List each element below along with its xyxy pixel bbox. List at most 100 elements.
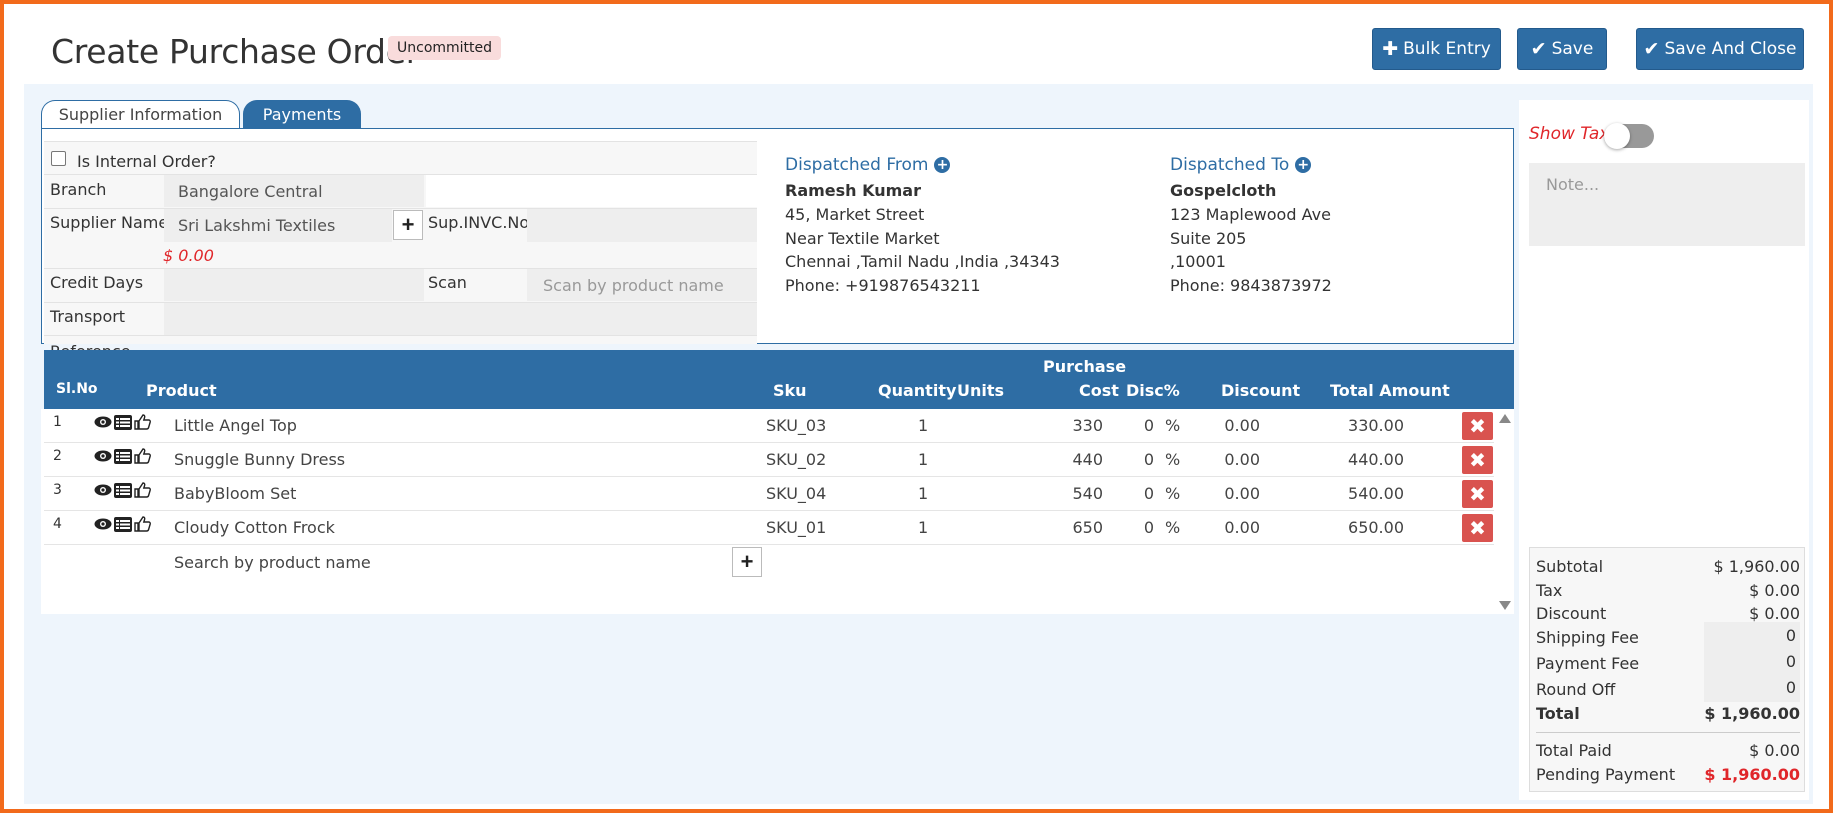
close-icon: ✖ (1469, 517, 1486, 540)
eye-icon[interactable] (94, 449, 112, 463)
row-quantity[interactable]: 1 (918, 518, 929, 537)
tax-row: Tax $ 0.00 (1536, 581, 1800, 600)
eye-icon[interactable] (94, 517, 112, 531)
payment-fee-input[interactable]: 0 (1704, 648, 1800, 676)
row-discount[interactable]: 0.00 (1224, 484, 1260, 503)
checkmark-icon: ✔ (1530, 38, 1547, 60)
row-quantity[interactable]: 1 (918, 416, 929, 435)
branch-field[interactable]: Bangalore Central (164, 175, 424, 207)
dispatched-to-line2: Suite 205 (1170, 229, 1247, 248)
thumbs-up-icon[interactable] (134, 516, 152, 532)
divider (44, 141, 757, 142)
row-product[interactable]: Little Angel Top (174, 416, 297, 435)
col-sku: Sku (773, 381, 807, 400)
credit-days-field[interactable] (164, 269, 424, 301)
dispatched-from-line3: Chennai ,Tamil Nadu ,India ,34343 (785, 252, 1060, 271)
row-product[interactable]: BabyBloom Set (174, 484, 297, 503)
dispatched-from-line2: Near Textile Market (785, 229, 940, 248)
dispatched-to-heading[interactable]: Dispatched To + (1170, 155, 1312, 175)
scan-input[interactable]: Scan by product name (527, 269, 757, 301)
list-icon[interactable] (114, 516, 132, 532)
tab-payments[interactable]: Payments (243, 100, 361, 128)
add-supplier-button[interactable]: + (393, 210, 423, 240)
row-total: 440.00 (1348, 450, 1404, 469)
row-cost[interactable]: 330 (1072, 416, 1103, 435)
row-discount[interactable]: 0.00 (1224, 416, 1260, 435)
divider (44, 302, 757, 303)
row-disc-pct[interactable]: 0 (1143, 518, 1154, 537)
row-pct-sign: % (1165, 518, 1181, 537)
totals-summary: Subtotal $ 1,960.00 Tax $ 0.00 Discount … (1529, 547, 1805, 792)
row-quantity[interactable]: 1 (918, 450, 929, 469)
tab-supplier-information[interactable]: Supplier Information (41, 100, 240, 128)
dispatched-from-title: Dispatched From (785, 155, 929, 175)
col-purchase-cost-bottom: Cost (1079, 381, 1119, 400)
table-row: 2 Snuggle Bunny Dress SKU_02 1 440 0 % 0… (44, 443, 1494, 477)
product-search-input[interactable]: Search by product name (174, 553, 371, 572)
discount-value: $ 0.00 (1749, 604, 1800, 623)
thumbs-up-icon[interactable] (134, 448, 152, 464)
total-value: $ 1,960.00 (1704, 704, 1800, 723)
col-product: Product (146, 381, 217, 400)
shipping-fee-input[interactable]: 0 (1704, 622, 1800, 650)
save-label: Save (1551, 39, 1594, 59)
row-discount[interactable]: 0.00 (1224, 518, 1260, 537)
bulk-entry-button[interactable]: ✚ Bulk Entry (1372, 28, 1501, 70)
transport-field[interactable] (164, 303, 757, 335)
internal-order-label: Is Internal Order? (77, 152, 216, 171)
row-cost[interactable]: 540 (1072, 484, 1103, 503)
show-tax-label: Show Tax (1529, 124, 1610, 144)
dispatched-from-phone: Phone: +919876543211 (785, 276, 981, 295)
sup-invc-label: Sup.INVC.No (428, 213, 530, 232)
note-field[interactable] (1529, 163, 1805, 246)
save-and-close-button[interactable]: ✔ Save And Close (1636, 28, 1804, 70)
divider (44, 335, 757, 336)
row-cost[interactable]: 440 (1072, 450, 1103, 469)
list-icon[interactable] (114, 414, 132, 430)
show-tax-toggle[interactable] (1604, 123, 1654, 149)
sup-invc-field[interactable] (527, 209, 757, 242)
row-product[interactable]: Snuggle Bunny Dress (174, 450, 346, 469)
add-product-button[interactable]: + (732, 547, 762, 577)
save-button[interactable]: ✔ Save (1517, 28, 1607, 70)
shipping-fee-row: Shipping Fee 0 (1536, 622, 1800, 650)
supplier-name-field[interactable]: Sri Lakshmi Textiles (164, 209, 392, 242)
table-row: 1 Little Angel Top SKU_03 1 330 0 % 0.00… (44, 409, 1494, 443)
row-actions (94, 414, 152, 430)
row-cost[interactable]: 650 (1072, 518, 1103, 537)
scroll-up-arrow-icon[interactable] (1499, 414, 1511, 423)
scroll-down-arrow-icon[interactable] (1499, 601, 1511, 610)
checkmark-icon: ✔ (1643, 38, 1660, 60)
round-off-input[interactable]: 0 (1704, 674, 1800, 702)
credit-days-label: Credit Days (50, 273, 144, 292)
reference-label: Reference (50, 342, 131, 350)
status-badge: Uncommitted (388, 36, 502, 60)
delete-row-button[interactable]: ✖ (1462, 514, 1493, 542)
delete-row-button[interactable]: ✖ (1462, 446, 1493, 474)
delete-row-button[interactable]: ✖ (1462, 412, 1493, 440)
row-sl-no: 2 (53, 448, 62, 464)
row-quantity[interactable]: 1 (918, 484, 929, 503)
eye-icon[interactable] (94, 483, 112, 497)
row-disc-pct[interactable]: 0 (1143, 416, 1154, 435)
add-circle-icon[interactable]: + (934, 157, 951, 173)
delete-row-button[interactable]: ✖ (1462, 480, 1493, 508)
dispatched-to-line3: ,10001 (1170, 252, 1226, 271)
internal-order-checkbox[interactable] (51, 151, 66, 166)
add-circle-icon[interactable]: + (1295, 157, 1312, 173)
row-discount[interactable]: 0.00 (1224, 450, 1260, 469)
row-disc-pct[interactable]: 0 (1143, 484, 1154, 503)
discount-label: Discount (1536, 604, 1607, 623)
thumbs-up-icon[interactable] (134, 482, 152, 498)
eye-icon[interactable] (94, 415, 112, 429)
row-pct-sign: % (1165, 450, 1181, 469)
row-product[interactable]: Cloudy Cotton Frock (174, 518, 335, 537)
list-icon[interactable] (114, 482, 132, 498)
bulk-entry-label: Bulk Entry (1403, 39, 1491, 59)
row-disc-pct[interactable]: 0 (1143, 450, 1154, 469)
list-icon[interactable] (114, 448, 132, 464)
dispatched-from-heading[interactable]: Dispatched From + (785, 155, 951, 175)
row-actions (94, 448, 152, 464)
thumbs-up-icon[interactable] (134, 414, 152, 430)
items-table-header: Sl.No Product Sku Quantity Units Purchas… (44, 350, 1514, 409)
